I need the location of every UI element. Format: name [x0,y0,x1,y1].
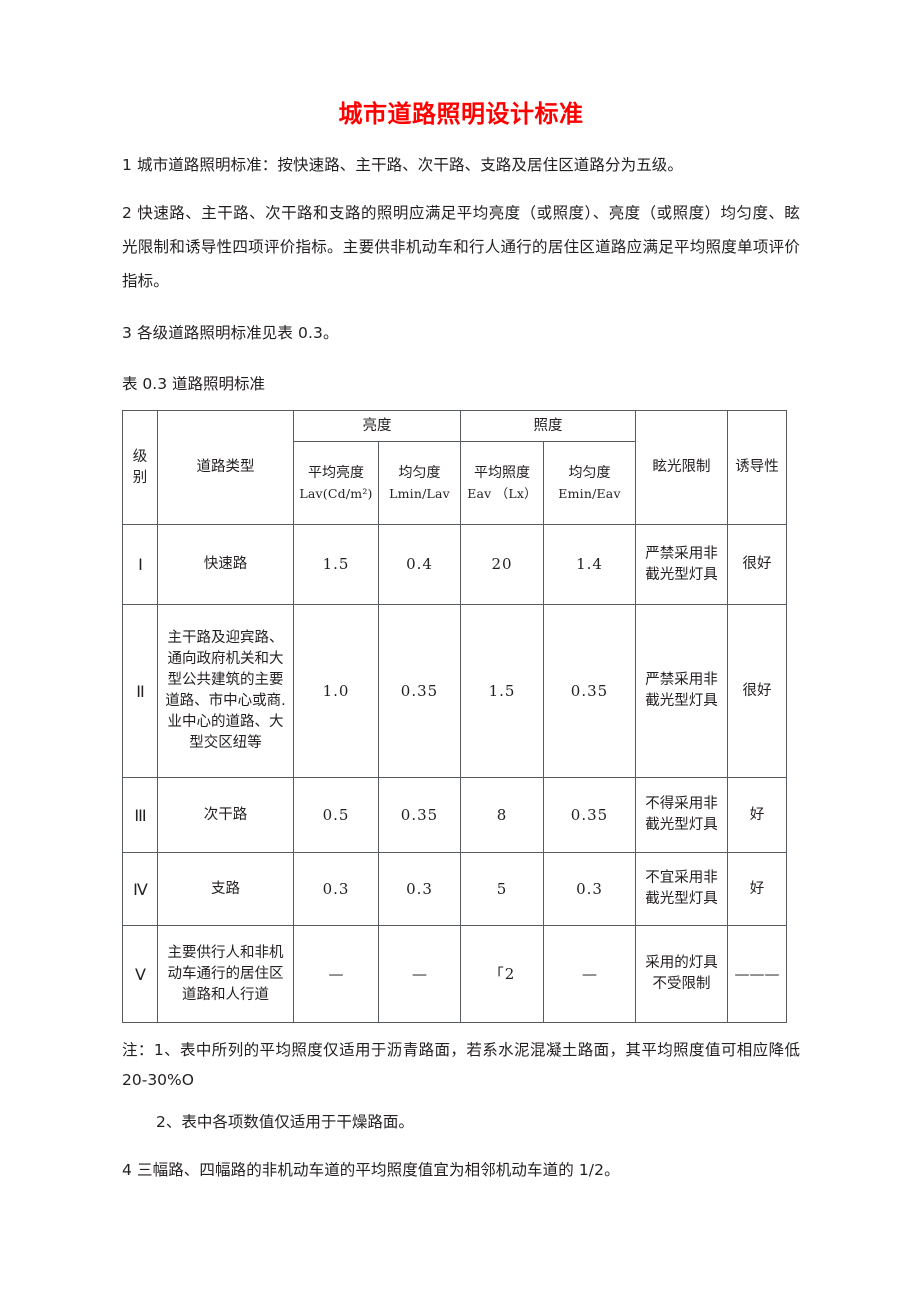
header-average-illuminance: 平均照度 Eav （Lx） [460,441,544,525]
header-luminance-uniformity: 均匀度 Lmin/Lav [378,441,461,525]
header-average-illuminance-unit: Eav （Lx） [467,486,537,501]
cell-level: III [122,777,158,853]
cell-guidance: ——— [727,925,787,1023]
cell-glare-limit: 不宜采用非截光型灯具 [635,852,728,926]
cell-luminance-uniformity: 0.3 [378,852,461,926]
cell-guidance: 好 [727,777,787,853]
header-average-luminance-unit: Lav(Cd/m²) [299,486,373,501]
cell-level: IV [122,852,158,926]
page-title: 城市道路照明设计标准 [338,100,584,128]
cell-average-illuminance: 「2 [460,925,544,1023]
table-row: II 主干路及迎宾路、通向政府机关和大型公共建筑的主要道路、市中心或商.业中心的… [122,604,787,778]
table-header: 级别 道路类型 亮度 照度 眩光限制 诱导性 平均亮度 Lav(Cd/m²) 均… [122,410,787,525]
header-guidance: 诱导性 [727,410,787,525]
cell-road-type: 快速路 [157,524,294,605]
cell-illuminance-uniformity: 0.35 [543,777,636,853]
cell-illuminance-uniformity: 0.35 [543,604,636,778]
table-caption: 表 0.3 道路照明标准 [122,375,266,393]
table-row: I 快速路 1.5 0.4 20 1.4 严禁采用非截光型灯具 很好 [122,524,787,605]
cell-luminance-uniformity: 0.35 [378,777,461,853]
table-note-2: 2、表中各项数值仅适用于干燥路面。 [156,1113,414,1131]
cell-average-illuminance: 20 [460,524,544,605]
header-average-illuminance-label: 平均照度 [474,465,530,481]
cell-average-illuminance: 8 [460,777,544,853]
header-average-luminance-label: 平均亮度 [308,465,364,481]
road-lighting-standards-table: 级别 道路类型 亮度 照度 眩光限制 诱导性 平均亮度 Lav(Cd/m²) 均… [122,410,787,1023]
paragraph-3: 3 各级道路照明标准见表 0.3。 [122,324,339,342]
header-luminance-uniformity-unit: Lmin/Lav [389,486,450,501]
cell-illuminance-uniformity: 0.3 [543,852,636,926]
header-group-luminance: 亮度 [293,410,461,442]
cell-average-luminance: 1.0 [293,604,379,778]
cell-guidance: 很好 [727,604,787,778]
header-glare-limit: 眩光限制 [635,410,728,525]
paragraph-1: 1 城市道路照明标准：按快速路、主干路、次干路、支路及居住区道路分为五级。 [122,156,683,174]
cell-level: I [122,524,158,605]
cell-road-type: 主干路及迎宾路、通向政府机关和大型公共建筑的主要道路、市中心或商.业中心的道路、… [157,604,294,778]
cell-glare-limit: 不得采用非截光型灯具 [635,777,728,853]
cell-illuminance-uniformity: 1.4 [543,524,636,605]
table-row: IV 支路 0.3 0.3 5 0.3 不宜采用非截光型灯具 好 [122,852,787,926]
cell-glare-limit: 严禁采用非截光型灯具 [635,524,728,605]
cell-average-illuminance: 5 [460,852,544,926]
header-illuminance-uniformity-label: 均匀度 [568,465,611,481]
cell-luminance-uniformity: 0.35 [378,604,461,778]
cell-road-type: 主要供行人和非机动车通行的居住区道路和人行道 [157,925,294,1023]
cell-glare-limit: 采用的灯具不受限制 [635,925,728,1023]
cell-average-luminance: 0.3 [293,852,379,926]
cell-average-illuminance: 1.5 [460,604,544,778]
cell-average-luminance: — [293,925,379,1023]
cell-glare-limit: 严禁采用非截光型灯具 [635,604,728,778]
header-illuminance-uniformity-unit: Emin/Eav [558,486,621,501]
table-body: I 快速路 1.5 0.4 20 1.4 严禁采用非截光型灯具 很好 II 主干… [122,524,787,1023]
cell-luminance-uniformity: — [378,925,461,1023]
cell-average-luminance: 0.5 [293,777,379,853]
standards-table-wrapper: 级别 道路类型 亮度 照度 眩光限制 诱导性 平均亮度 Lav(Cd/m²) 均… [122,410,787,1023]
cell-average-luminance: 1.5 [293,524,379,605]
cell-level: V [122,925,158,1023]
cell-level: II [122,604,158,778]
table-header-row-subs: 平均亮度 Lav(Cd/m²) 均匀度 Lmin/Lav 平均照度 Eav （L… [123,441,787,525]
paragraph-4: 4 三幅路、四幅路的非机动车道的平均照度值宜为相邻机动车道的 1/2。 [122,1161,620,1179]
cell-illuminance-uniformity: — [543,925,636,1023]
cell-luminance-uniformity: 0.4 [378,524,461,605]
table-row: III 次干路 0.5 0.35 8 0.35 不得采用非截光型灯具 好 [122,777,787,853]
header-average-luminance: 平均亮度 Lav(Cd/m²) [293,441,379,525]
cell-road-type: 次干路 [157,777,294,853]
header-road-type: 道路类型 [157,410,294,525]
paragraph-2: 2 快速路、主干路、次干路和支路的照明应满足平均亮度（或照度）、亮度（或照度）均… [122,204,800,290]
header-luminance-uniformity-label: 均匀度 [398,465,441,481]
header-group-illuminance: 照度 [460,410,636,442]
cell-road-type: 支路 [157,852,294,926]
header-level: 级别 [122,410,158,525]
header-illuminance-uniformity: 均匀度 Emin/Eav [543,441,636,525]
cell-guidance: 好 [727,852,787,926]
table-row: V 主要供行人和非机动车通行的居住区道路和人行道 — — 「2 — 采用的灯具不… [122,925,787,1023]
table-header-row-groups: 级别 道路类型 亮度 照度 眩光限制 诱导性 [122,410,787,525]
table-note-1: 注：1、表中所列的平均照度仅适用于沥青路面，若系水泥混凝土路面，其平均照度值可相… [122,1041,800,1089]
cell-guidance: 很好 [727,524,787,605]
